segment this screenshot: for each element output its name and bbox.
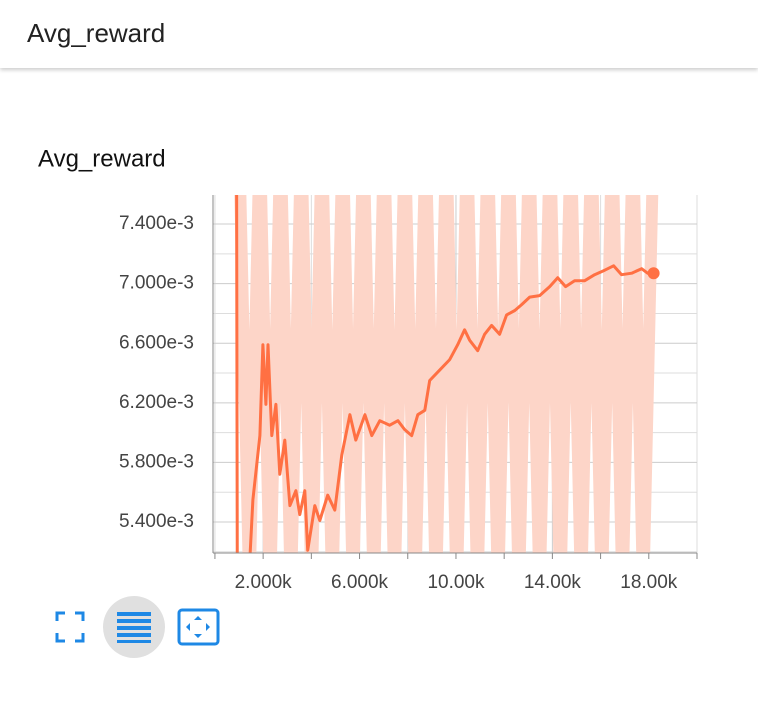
chart-title: Avg_reward [38, 145, 166, 172]
header: Avg_reward [0, 0, 758, 68]
y-tick-label: 7.000e-3 [119, 273, 194, 294]
y-tick-label: 5.400e-3 [119, 511, 194, 532]
y-tick-label: 7.400e-3 [119, 213, 194, 234]
end-point [647, 267, 660, 280]
x-tick-label: 18.00k [620, 572, 678, 593]
header-title: Avg_reward [27, 18, 166, 48]
page: Avg_reward Avg_reward 5.400e-3 5.800e-3 6.… [0, 0, 758, 658]
y-tick-label: 6.600e-3 [119, 332, 194, 353]
x-tick-label: 6.000k [331, 572, 389, 593]
x-tick-label: 10.00k [427, 572, 485, 593]
smoothed-line [235, 195, 654, 553]
fullscreen-button[interactable] [55, 611, 85, 643]
x-tick-label: 14.00k [524, 572, 582, 593]
y-tick-label: 5.800e-3 [119, 451, 194, 472]
toolbar [55, 596, 220, 658]
fit-domain-button[interactable] [177, 608, 220, 646]
chart: Avg_reward 5.400e-3 5.800e-3 6.200e-3 6.600… [38, 145, 698, 658]
y-tick-label: 6.200e-3 [119, 392, 194, 413]
x-tick-label: 2.000k [235, 572, 293, 593]
raw-line [234, 195, 659, 553]
